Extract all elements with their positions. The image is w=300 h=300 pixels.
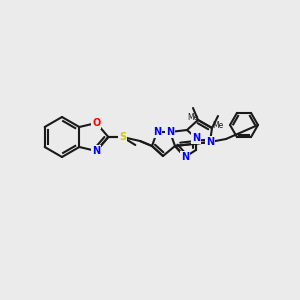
- Text: N: N: [192, 133, 200, 143]
- Text: N: N: [166, 127, 174, 137]
- Text: Me: Me: [212, 121, 224, 130]
- Text: S: S: [119, 132, 126, 142]
- Text: S: S: [119, 132, 126, 142]
- Text: Me: Me: [188, 113, 199, 122]
- Text: N: N: [181, 152, 189, 162]
- Text: N: N: [153, 127, 161, 137]
- Text: N: N: [92, 146, 101, 156]
- Text: N: N: [206, 137, 214, 147]
- Text: O: O: [92, 118, 100, 128]
